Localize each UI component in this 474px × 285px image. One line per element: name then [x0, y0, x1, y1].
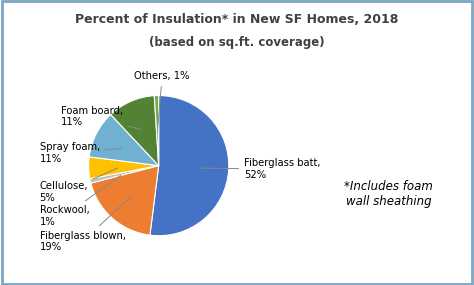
Wedge shape	[89, 157, 159, 179]
Text: *Includes foam
wall sheathing: *Includes foam wall sheathing	[344, 180, 433, 208]
Wedge shape	[90, 166, 159, 183]
Text: Spray foam,
11%: Spray foam, 11%	[39, 142, 121, 164]
Wedge shape	[150, 95, 229, 236]
Text: Rockwool,
1%: Rockwool, 1%	[39, 175, 121, 227]
Wedge shape	[111, 96, 159, 166]
Wedge shape	[155, 95, 159, 166]
Wedge shape	[89, 115, 159, 166]
Wedge shape	[91, 166, 159, 235]
Text: Foam board,
11%: Foam board, 11%	[61, 106, 141, 130]
Text: Fiberglass blown,
19%: Fiberglass blown, 19%	[39, 196, 131, 252]
Text: Cellulose,
5%: Cellulose, 5%	[39, 168, 118, 203]
Text: Others, 1%: Others, 1%	[135, 71, 190, 127]
Text: (based on sq.ft. coverage): (based on sq.ft. coverage)	[149, 36, 325, 49]
Text: Percent of Insulation* in New SF Homes, 2018: Percent of Insulation* in New SF Homes, …	[75, 13, 399, 26]
Text: Fiberglass batt,
52%: Fiberglass batt, 52%	[200, 158, 321, 180]
